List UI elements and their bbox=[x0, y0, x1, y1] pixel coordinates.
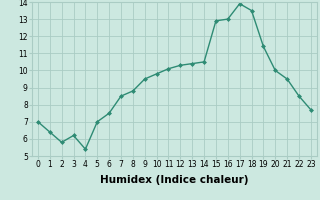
X-axis label: Humidex (Indice chaleur): Humidex (Indice chaleur) bbox=[100, 175, 249, 185]
